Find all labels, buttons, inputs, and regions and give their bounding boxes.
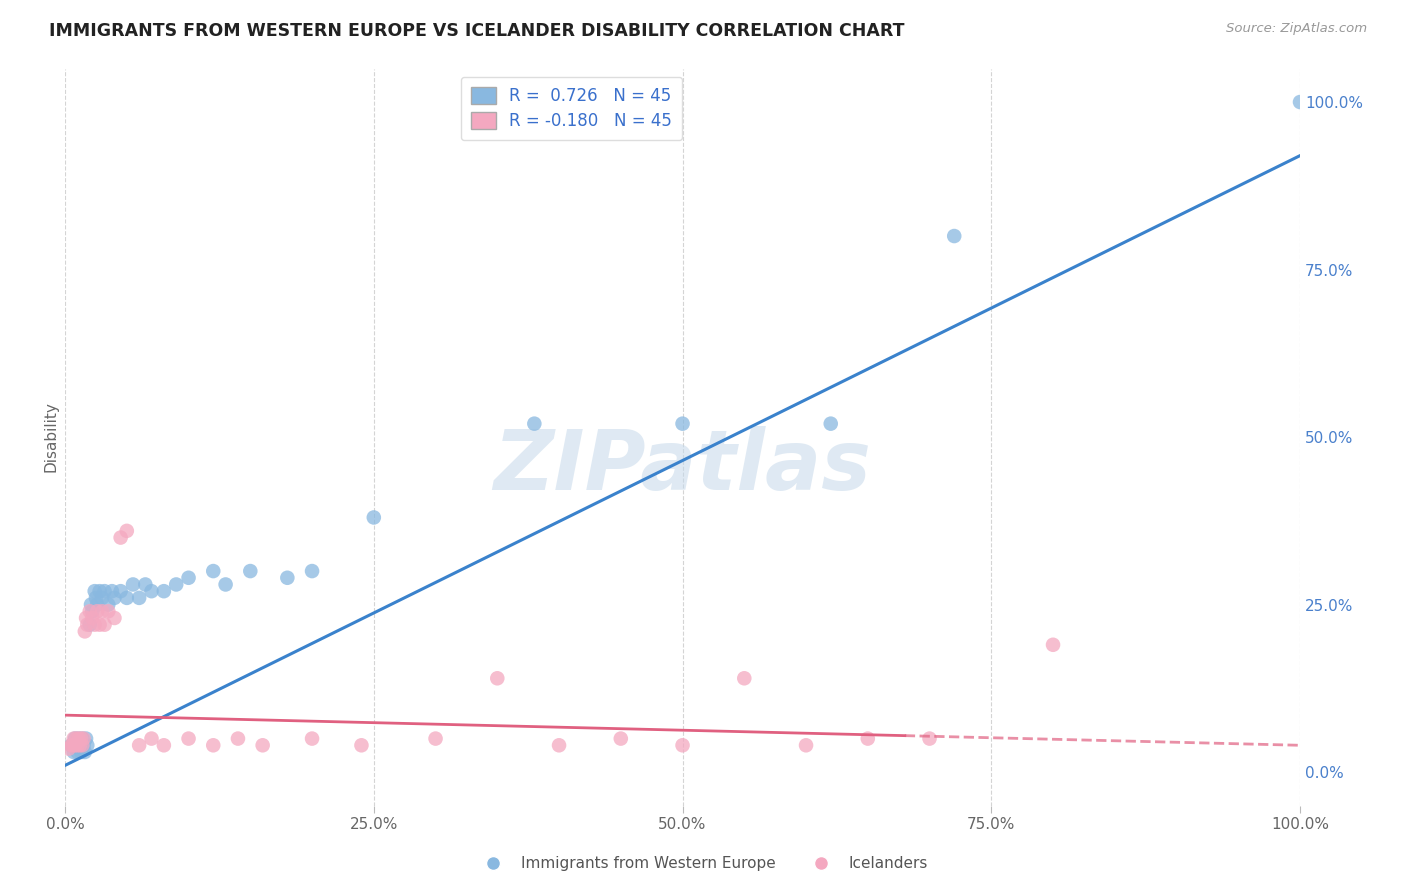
Point bbox=[165, 577, 187, 591]
Point bbox=[486, 671, 509, 685]
Point bbox=[110, 584, 132, 599]
Point bbox=[122, 577, 145, 591]
Point bbox=[141, 584, 163, 599]
Point bbox=[134, 577, 156, 591]
Point bbox=[72, 739, 94, 753]
Point bbox=[202, 564, 225, 578]
Point bbox=[548, 739, 571, 753]
Point bbox=[72, 739, 94, 753]
Text: Source: ZipAtlas.com: Source: ZipAtlas.com bbox=[1226, 22, 1367, 36]
Point bbox=[110, 531, 132, 545]
Point bbox=[93, 584, 115, 599]
Point bbox=[79, 617, 101, 632]
Point bbox=[63, 731, 86, 746]
Point bbox=[794, 739, 817, 753]
Point bbox=[67, 731, 90, 746]
Point bbox=[610, 731, 633, 746]
Point bbox=[73, 745, 96, 759]
Legend: R =  0.726   N = 45, R = -0.180   N = 45: R = 0.726 N = 45, R = -0.180 N = 45 bbox=[461, 77, 682, 140]
Point bbox=[97, 598, 120, 612]
Point bbox=[153, 584, 176, 599]
Point bbox=[62, 731, 84, 746]
Point bbox=[91, 591, 114, 605]
Point bbox=[671, 417, 693, 431]
Point bbox=[523, 417, 546, 431]
Point bbox=[62, 739, 84, 753]
Point bbox=[425, 731, 447, 746]
Point bbox=[943, 229, 966, 244]
Point bbox=[66, 745, 89, 759]
Text: ZIPatlas: ZIPatlas bbox=[494, 426, 872, 507]
Point bbox=[350, 739, 373, 753]
Point bbox=[177, 571, 200, 585]
Text: IMMIGRANTS FROM WESTERN EUROPE VS ICELANDER DISABILITY CORRELATION CHART: IMMIGRANTS FROM WESTERN EUROPE VS ICELAN… bbox=[49, 22, 904, 40]
Point bbox=[60, 739, 83, 753]
Point bbox=[82, 611, 104, 625]
Point bbox=[67, 731, 90, 746]
Point bbox=[1289, 95, 1312, 109]
Point bbox=[70, 745, 93, 759]
Point bbox=[733, 671, 755, 685]
Point bbox=[239, 564, 262, 578]
Point bbox=[276, 571, 298, 585]
Point bbox=[82, 604, 104, 618]
Point bbox=[89, 617, 111, 632]
Point bbox=[60, 739, 83, 753]
Point bbox=[79, 604, 101, 618]
Point bbox=[128, 739, 150, 753]
Point bbox=[115, 591, 138, 605]
Point bbox=[83, 584, 105, 599]
Point bbox=[91, 604, 114, 618]
Point bbox=[141, 731, 163, 746]
Point bbox=[69, 739, 91, 753]
Point bbox=[72, 731, 94, 746]
Point bbox=[73, 624, 96, 639]
Point bbox=[75, 731, 97, 746]
Point bbox=[86, 598, 108, 612]
Point bbox=[89, 584, 111, 599]
Point bbox=[103, 611, 125, 625]
Point bbox=[363, 510, 385, 524]
Point bbox=[75, 611, 97, 625]
Point bbox=[856, 731, 879, 746]
Point bbox=[103, 591, 125, 605]
Point bbox=[66, 739, 89, 753]
Point bbox=[76, 617, 98, 632]
Point bbox=[65, 739, 87, 753]
Point bbox=[202, 739, 225, 753]
Point bbox=[76, 739, 98, 753]
Y-axis label: Disability: Disability bbox=[44, 401, 58, 473]
Point bbox=[820, 417, 842, 431]
Point bbox=[84, 591, 107, 605]
Point bbox=[1042, 638, 1064, 652]
Point bbox=[301, 731, 323, 746]
Point bbox=[128, 591, 150, 605]
Point bbox=[214, 577, 236, 591]
Point bbox=[70, 731, 93, 746]
Point bbox=[301, 564, 323, 578]
Point bbox=[153, 739, 176, 753]
Point bbox=[69, 739, 91, 753]
Point bbox=[72, 731, 94, 746]
Point bbox=[58, 741, 80, 756]
Point bbox=[101, 584, 124, 599]
Point bbox=[93, 617, 115, 632]
Point bbox=[671, 739, 693, 753]
Point bbox=[252, 739, 274, 753]
Point bbox=[226, 731, 249, 746]
Point bbox=[80, 598, 103, 612]
Point bbox=[115, 524, 138, 538]
Point bbox=[177, 731, 200, 746]
Legend: Immigrants from Western Europe, Icelanders: Immigrants from Western Europe, Icelande… bbox=[472, 850, 934, 877]
Point bbox=[63, 739, 86, 753]
Point bbox=[918, 731, 941, 746]
Point bbox=[97, 604, 120, 618]
Point bbox=[86, 604, 108, 618]
Point bbox=[83, 617, 105, 632]
Point bbox=[62, 745, 84, 759]
Point bbox=[65, 731, 87, 746]
